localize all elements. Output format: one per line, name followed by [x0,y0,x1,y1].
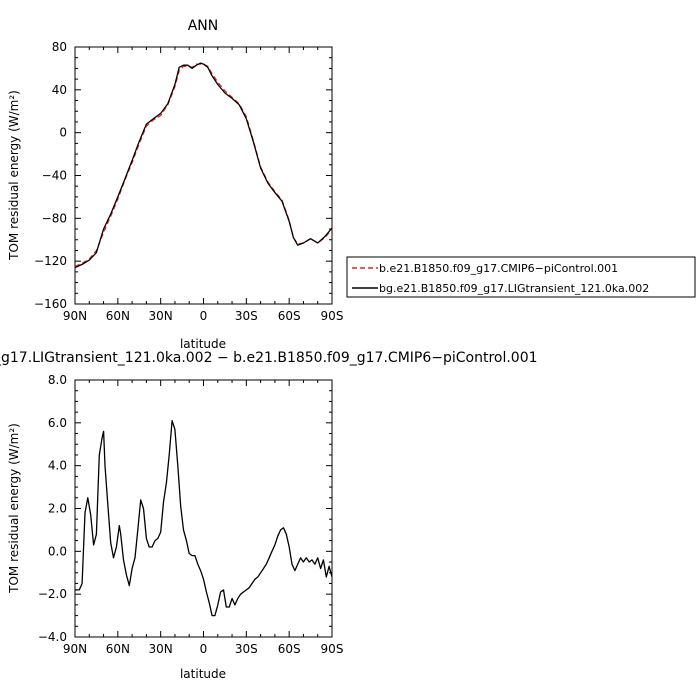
bottom-ytick-label: 0.0 [48,544,67,558]
bottom-ytick-label: 6.0 [48,416,67,430]
top-panel-xlabel: latitude [180,337,226,351]
bottom-panel: bg.e21.B1850.f09_g17.LIGtransient_121.0k… [0,350,538,681]
top-ytick-label: −40 [42,169,67,183]
bottom-ytick-label: 4.0 [48,459,67,473]
top-xtick-label: 90S [321,309,344,323]
top-series-line-1 [74,62,333,269]
top-ytick-label: 0 [59,126,67,140]
top-plot-frame [74,46,333,305]
top-panel-ylabel: TOM residual energy (W/m²) [7,90,21,261]
chart-legend: b.e21.B1850.f09_g17.CMIP6−piControl.001 … [346,256,696,298]
legend-label-transient: bg.e21.B1850.f09_g17.LIGtransient_121.0k… [379,282,649,295]
top-xtick-label: 60S [278,309,301,323]
bottom-plot-frame [74,379,333,638]
top-xtick-label: 60N [106,309,130,323]
top-ytick-label: −80 [42,211,67,225]
bottom-ytick-label: 8.0 [48,373,67,387]
top-panel-title: ANN [188,18,219,34]
top-xtick-label: 0 [200,309,208,323]
bottom-ytick-label: 2.0 [48,502,67,516]
legend-box [346,256,696,298]
bottom-xtick-label: 60S [278,642,301,656]
bottom-xtick-label: 60N [106,642,130,656]
top-ytick-label: −120 [34,254,67,268]
top-ytick-label: 80 [52,40,67,54]
bottom-xtick-label: 0 [200,642,208,656]
legend-label-control: b.e21.B1850.f09_g17.CMIP6−piControl.001 [379,262,618,275]
bottom-xtick-label: 90N [63,642,87,656]
top-xtick-label: 90N [63,309,87,323]
bottom-plot-area: 90N 60N 30N 0 30S 60S 90S −4.0 −2.0 0.0 2.0 4.0 6.0 8… [38,373,344,656]
bottom-series-line-0 [75,420,333,617]
bottom-panel-title: bg.e21.B1850.f09_g17.LIGtransient_121.0k… [0,350,538,366]
bottom-ytick-label: −2.0 [38,587,67,601]
bottom-xtick-label: 30N [149,642,173,656]
top-plot-area: 90N 60N 30N 0 30S 60S 90S −160 −120 −80 −40 0 40 80 [34,40,343,323]
bottom-xtick-label: 30S [235,642,258,656]
bottom-panel-ylabel: TOM residual energy (W/m²) [7,423,21,594]
bottom-panel-xlabel: latitude [180,667,226,681]
top-ytick-label: −160 [34,297,67,311]
top-panel: ANN 90N 60N 30N 0 30S 60S 90S −160 −120 −80 −40 0 40… [7,18,343,351]
top-xtick-label: 30S [235,309,258,323]
top-xtick-label: 30N [149,309,173,323]
top-ytick-label: 40 [52,83,67,97]
bottom-xtick-label: 90S [321,642,344,656]
bottom-ytick-label: −4.0 [38,630,67,644]
